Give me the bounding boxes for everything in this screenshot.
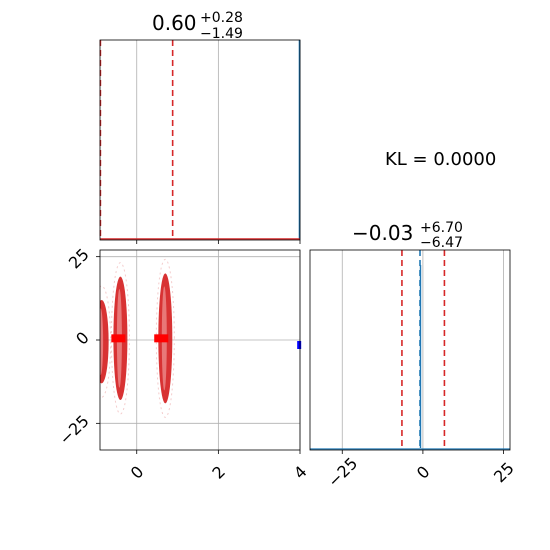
density-outer-contour: [100, 285, 112, 398]
marginal-param-2-title: −0.03 +6.70 −6.47: [352, 220, 463, 251]
y-tick-label: 25: [65, 245, 93, 273]
density-outer-contour: [110, 262, 130, 415]
marginal-param-2-panel: −25 0 25: [309, 249, 518, 491]
title-2-value: −0.03: [352, 221, 413, 245]
panel-frame: [309, 249, 511, 451]
title-1-plus: +0.28: [200, 10, 243, 26]
title-2-plus: +6.70: [420, 220, 463, 236]
y-tick-label: 0: [72, 328, 93, 349]
sample-marker: [297, 341, 302, 349]
kl-annotation: KL = 0.0000: [385, 149, 496, 170]
title-1-value: 0.60: [152, 11, 197, 35]
y-tick-label: −25: [55, 411, 92, 448]
title-2-minus: −6.47: [420, 235, 463, 251]
marginal-param-1-title: 0.60 +0.28 −1.49: [152, 10, 243, 42]
x-tick-label: 0: [127, 462, 148, 483]
marginal-param-1-panel: [99, 39, 301, 244]
sample-marker: [154, 334, 169, 343]
x-tick-label: 2: [208, 462, 229, 483]
joint-panel: 0 2 4 −25 0 25: [55, 245, 310, 483]
panel-frame: [99, 249, 301, 451]
x-tick-label: −25: [324, 454, 361, 491]
sample-marker: [111, 334, 126, 343]
x-tick-label: 4: [290, 462, 311, 483]
title-1-minus: −1.49: [200, 26, 243, 42]
panel-frame: [99, 39, 301, 241]
x-tick-label: 25: [490, 458, 518, 486]
density-core: [100, 308, 104, 375]
x-tick-label: 0: [413, 462, 434, 483]
